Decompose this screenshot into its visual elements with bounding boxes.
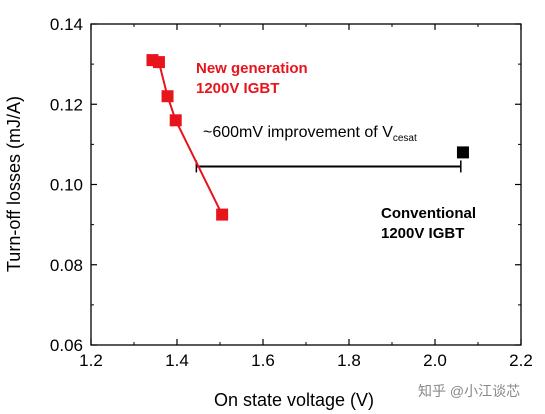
y-tick-label: 0.10 (50, 176, 83, 195)
data-point-marker (169, 114, 182, 127)
y-tick-label: 0.12 (50, 95, 83, 114)
x-axis-title: On state voltage (V) (214, 390, 374, 410)
tick-label-layer: 1.2 1.4 1.6 1.8 2.0 2.2 0.06 0.08 0.10 0.12 0.14 (50, 15, 533, 370)
conventional-label-line2: 1200V IGBT (381, 225, 464, 242)
new-generation-label-line2: 1200V IGBT (196, 80, 279, 97)
data-point-marker (216, 208, 229, 221)
annotation-layer (195, 160, 462, 173)
y-tick-label: 0.14 (50, 15, 83, 34)
data-point-marker (152, 56, 165, 69)
improvement-annotation: ~600mV improvement of Vcesat (203, 124, 417, 144)
x-tick-label: 1.2 (79, 351, 103, 370)
series-layer (146, 54, 469, 221)
x-tick-label: 1.6 (251, 351, 275, 370)
data-point-marker (456, 146, 469, 159)
y-tick-label: 0.06 (50, 336, 83, 355)
y-tick-label: 0.08 (50, 256, 83, 275)
x-tick-label: 1.8 (337, 351, 361, 370)
x-tick-label: 2.0 (423, 351, 447, 370)
data-point-marker (161, 90, 174, 103)
x-tick-label: 2.2 (509, 351, 533, 370)
new-generation-label-line1: New generation (196, 60, 308, 77)
plot-frame (90, 23, 522, 346)
conventional-label-line1: Conventional (381, 205, 476, 222)
y-axis-title: Turn-off losses (mJ/A) (4, 96, 24, 272)
watermark: 知乎 @小江谈芯 (418, 383, 520, 399)
x-tick-label: 1.4 (165, 351, 189, 370)
